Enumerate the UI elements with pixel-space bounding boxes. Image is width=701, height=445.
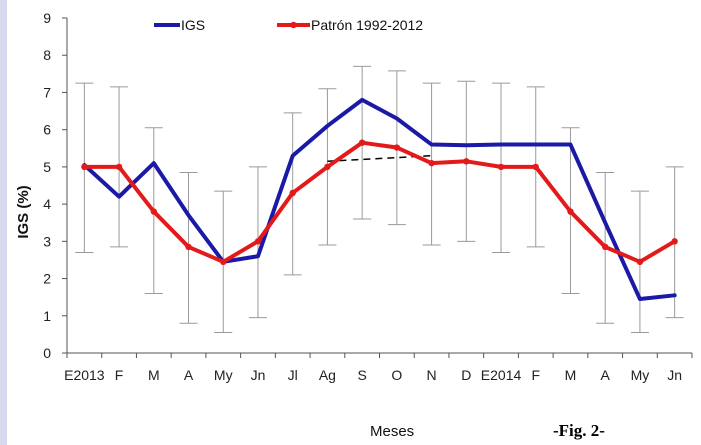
x-tick-label: Jn: [667, 367, 682, 383]
y-tick-label: 0: [43, 345, 51, 361]
y-tick-label: 2: [43, 271, 51, 287]
x-tick-label: Ag: [319, 367, 336, 383]
y-axis-label: IGS (%): [15, 185, 32, 238]
x-tick-label: My: [631, 367, 650, 383]
data-point-patron: [115, 163, 123, 171]
data-point-patron: [636, 258, 644, 266]
error-bars: [75, 65, 684, 334]
legend-label: IGS: [181, 17, 205, 33]
data-point-patron: [324, 163, 331, 171]
legend-marker: [290, 21, 297, 29]
y-tick-label: 3: [43, 233, 51, 249]
data-point-patron: [393, 144, 401, 151]
data-point-patron: [81, 163, 88, 171]
axes: 0 1 2 3 4 5 6 7 8 9 E2013 F M A My Jn Jl Ag S O N D E2014 F M A My…: [43, 10, 693, 383]
x-tick-label: F: [531, 367, 540, 383]
series: [81, 97, 678, 302]
data-point-patron: [428, 159, 435, 167]
legend-label: Patrón 1992-2012: [311, 17, 423, 33]
x-axis-label: Meses: [370, 423, 415, 440]
x-tick-label: My: [214, 367, 233, 383]
data-point-patron: [185, 243, 192, 251]
x-tick-label: D: [461, 367, 471, 383]
data-point-patron: [289, 189, 296, 197]
page-left-strip: [0, 0, 7, 445]
figure-label: -Fig. 2-: [553, 421, 605, 440]
x-tick-label: M: [148, 367, 160, 383]
y-tick-label: 8: [43, 47, 51, 63]
series-line-patron: [82, 140, 677, 264]
data-point-patron: [601, 243, 609, 251]
y-tick-label: 7: [43, 84, 51, 100]
y-tick-label: 9: [43, 10, 51, 26]
x-tick-label: A: [184, 367, 194, 383]
y-tick-label: 6: [43, 122, 51, 138]
data-point-patron: [497, 163, 505, 171]
x-tick-label: S: [357, 367, 366, 383]
x-tick-label: E2013: [64, 367, 105, 383]
data-point-patron: [567, 208, 574, 215]
x-tick-label: Jn: [251, 367, 266, 383]
data-point-patron: [220, 258, 227, 266]
y-tick-label: 4: [43, 196, 51, 212]
data-point-patron: [358, 139, 366, 146]
data-point-patron: [254, 238, 262, 245]
x-tick-label: E2014: [481, 367, 522, 383]
x-tick-label: M: [565, 367, 577, 383]
data-point-patron: [532, 163, 539, 171]
y-tick-label: 5: [43, 159, 51, 175]
y-tick-label: 1: [43, 308, 51, 324]
x-tick-label: F: [115, 367, 124, 383]
series-line-igs: [82, 97, 677, 302]
x-tick-label: N: [427, 367, 437, 383]
x-tick-label: Jl: [288, 367, 298, 383]
data-point-patron: [463, 158, 470, 165]
data-point-patron: [671, 238, 678, 245]
legend: IGS Patrón 1992-2012: [154, 17, 423, 33]
x-tick-label: A: [601, 367, 611, 383]
data-point-patron: [150, 208, 158, 215]
x-tick-label: O: [391, 367, 402, 383]
